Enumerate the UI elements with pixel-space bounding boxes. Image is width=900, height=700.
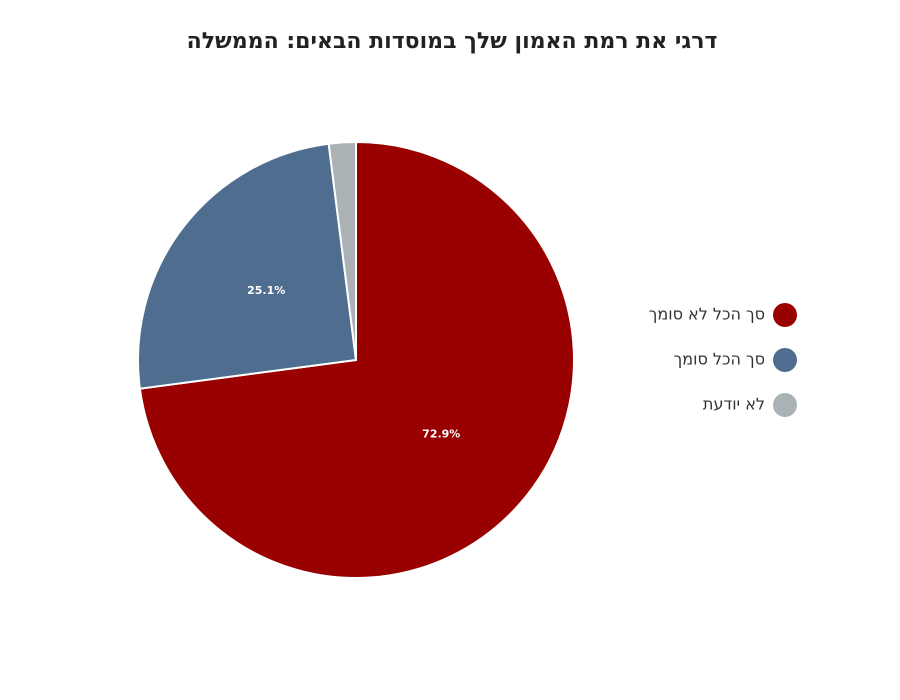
legend-label: סך הכל לא סומך [649, 305, 765, 324]
legend-marker [773, 303, 797, 327]
legend-marker [773, 348, 797, 372]
pie-slice [327, 140, 357, 361]
pie-slice [137, 142, 358, 390]
data-label: 72.9% [422, 428, 460, 441]
legend-label: לא יודעת [703, 395, 765, 414]
legend-marker [773, 393, 797, 417]
chart-title: דרגי את רמת האמון שלך במוסדות הבאים: הממ… [187, 29, 718, 54]
data-label: 25.1% [247, 284, 285, 297]
legend-label: סך הכל סומך [674, 350, 765, 369]
